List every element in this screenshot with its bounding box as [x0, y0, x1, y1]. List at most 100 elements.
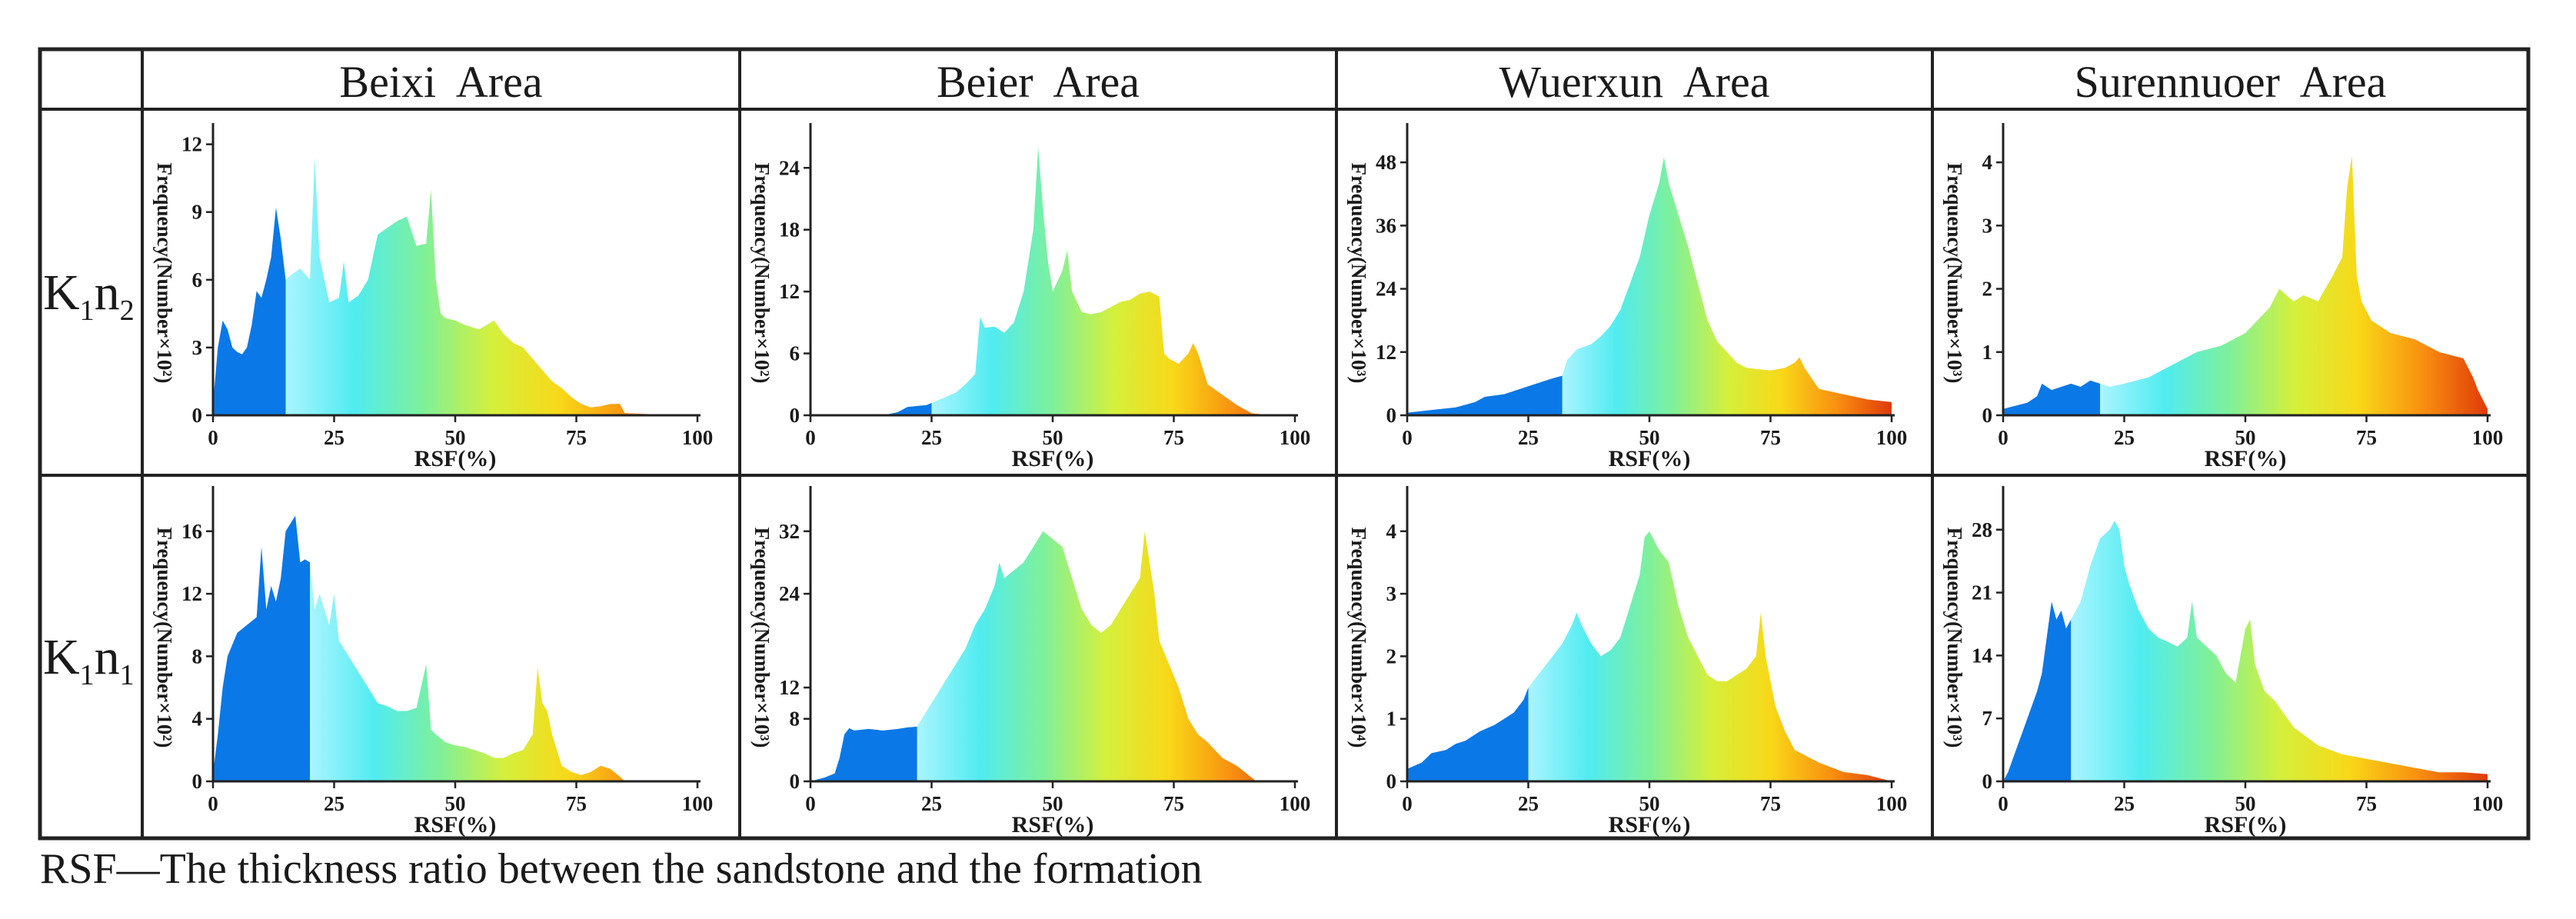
x-tick-label: 50 [1043, 426, 1063, 449]
x-tick-label: 75 [2356, 792, 2377, 815]
chart-beixi-k1n1: 0 25 50 75 100 0 4 8 12 16 RSF(%) Frequency(Number×… [153, 486, 713, 837]
x-tick-label: 75 [1760, 426, 1781, 449]
x-tick-label: 50 [1639, 426, 1660, 449]
row-label-text: n [95, 265, 120, 321]
chart-surennuoer-k1n1: 0 25 50 75 100 0 7 14 21 28 RSF(%) Frequency(Number… [1943, 486, 2503, 837]
x-tick-label: 75 [566, 426, 587, 449]
x-tick-label: 0 [1402, 426, 1413, 449]
row-label-subscript: 2 [120, 295, 135, 327]
row-label: K1n1 [43, 629, 135, 691]
table-frame [38, 47, 2531, 841]
y-tick-label: 32 [779, 520, 800, 543]
x-tick-label: 0 [805, 792, 816, 815]
x-tick-label: 25 [2114, 426, 2135, 449]
x-axis-label: RSF(%) [2205, 446, 2287, 471]
chart-beixi-k1n2: 0 25 50 75 100 0 3 6 9 12 RSF(%) Frequency(Number×1… [153, 123, 713, 471]
y-tick-label: 3 [1386, 582, 1397, 605]
y-axis-label: Frequency(Number×10³) [751, 528, 774, 748]
x-tick-label: 50 [2235, 426, 2256, 449]
area-gradient-fill [1562, 157, 1892, 415]
x-tick-label: 100 [1280, 426, 1311, 449]
y-tick-label: 6 [790, 342, 800, 365]
y-tick-label: 28 [1972, 518, 1992, 541]
y-tick-label: 14 [1972, 644, 1992, 667]
x-tick-label: 75 [1163, 426, 1184, 449]
x-axis-label: RSF(%) [1609, 446, 1691, 471]
x-tick-label: 0 [805, 426, 816, 449]
x-tick-label: 75 [566, 792, 587, 815]
x-tick-label: 25 [921, 792, 942, 815]
y-tick-label: 0 [192, 404, 203, 427]
column-header: Beixi Area [339, 57, 542, 107]
x-axis-label: RSF(%) [1012, 446, 1094, 471]
y-tick-label: 4 [1982, 151, 1993, 174]
row-label-text: K [43, 265, 80, 321]
table-border [38, 47, 2531, 841]
y-tick-label: 21 [1972, 581, 1992, 604]
y-tick-label: 4 [1386, 520, 1397, 543]
y-tick-label: 24 [779, 156, 800, 179]
x-tick-label: 100 [1280, 792, 1311, 815]
y-tick-label: 7 [1982, 707, 1993, 730]
y-tick-label: 0 [1982, 770, 1993, 793]
column-header: Beier Area [937, 57, 1140, 107]
x-tick-label: 0 [208, 426, 218, 449]
x-tick-label: 0 [1998, 426, 2009, 449]
y-tick-label: 12 [779, 676, 800, 699]
x-tick-label: 100 [2472, 792, 2504, 815]
chart-beier-k1n2: 0 25 50 75 100 0 6 12 18 24 RSF(%) Frequency(Number… [751, 123, 1310, 471]
x-tick-label: 50 [1639, 792, 1660, 815]
x-tick-label: 100 [682, 792, 714, 815]
y-tick-label: 9 [192, 201, 203, 224]
y-tick-label: 2 [1386, 644, 1397, 668]
x-tick-label: 50 [1043, 792, 1063, 815]
y-axis-label: Frequency(Number×10²) [751, 163, 774, 384]
y-tick-label: 3 [1982, 214, 1993, 237]
x-tick-label: 25 [2114, 792, 2135, 815]
x-tick-label: 25 [324, 426, 344, 449]
row-label-text: K [43, 629, 80, 685]
chart-wuerxun-k1n1: 0 25 50 75 100 0 1 2 3 4 RSF(%) Frequency(Number×10… [1347, 486, 1907, 837]
y-tick-label: 12 [779, 280, 800, 303]
y-axis-label: Frequency(Number×10²) [153, 528, 176, 748]
y-tick-label: 6 [192, 268, 203, 291]
figure-caption: RSF—The thickness ratio between the sand… [40, 845, 1203, 893]
area-blue-fill [810, 147, 932, 415]
y-axis-label: Frequency(Number×10³) [1943, 163, 1966, 384]
y-tick-label: 8 [192, 644, 203, 668]
x-tick-label: 0 [1402, 792, 1413, 815]
y-tick-label: 0 [790, 404, 800, 427]
area-blue-fill [1407, 157, 1563, 415]
y-tick-label: 0 [790, 770, 800, 793]
x-axis-label: RSF(%) [414, 446, 497, 471]
area-gradient-fill [931, 147, 1295, 415]
area-blue-fill [213, 158, 286, 415]
y-tick-label: 12 [181, 582, 202, 605]
x-axis-label: RSF(%) [414, 812, 497, 837]
x-tick-label: 50 [2235, 792, 2256, 815]
x-tick-label: 100 [682, 426, 714, 449]
y-tick-label: 0 [1386, 404, 1397, 427]
x-tick-label: 25 [1518, 792, 1539, 815]
x-tick-label: 75 [1163, 792, 1184, 815]
y-tick-label: 12 [1376, 341, 1396, 364]
y-tick-label: 12 [181, 133, 202, 156]
y-tick-label: 24 [779, 582, 800, 605]
y-axis-label: Frequency(Number×10³) [1347, 163, 1370, 384]
row-label-subscript: 1 [80, 295, 95, 327]
area-gradient-fill [1528, 531, 1892, 781]
y-tick-label: 18 [779, 218, 800, 241]
chart-surennuoer-k1n2: 0 25 50 75 100 0 1 2 3 4 RSF(%) Frequency(Number×10… [1943, 123, 2503, 471]
chart-beier-k1n1: 0 25 50 75 100 0 8 12 24 32 RSF(%) Frequency(Number… [751, 486, 1310, 837]
area-blue-fill [1407, 531, 1529, 781]
x-tick-label: 25 [921, 426, 942, 449]
y-tick-label: 36 [1376, 214, 1396, 237]
x-axis-label: RSF(%) [2205, 812, 2287, 837]
x-tick-label: 75 [2356, 426, 2377, 449]
chart-wuerxun-k1n2: 0 25 50 75 100 0 12 24 36 48 RSF(%) Frequency(Numbe… [1347, 123, 1907, 471]
area-blue-fill [810, 531, 917, 781]
y-tick-label: 1 [1982, 341, 1993, 364]
x-tick-label: 0 [208, 792, 218, 815]
y-tick-label: 3 [192, 336, 203, 359]
